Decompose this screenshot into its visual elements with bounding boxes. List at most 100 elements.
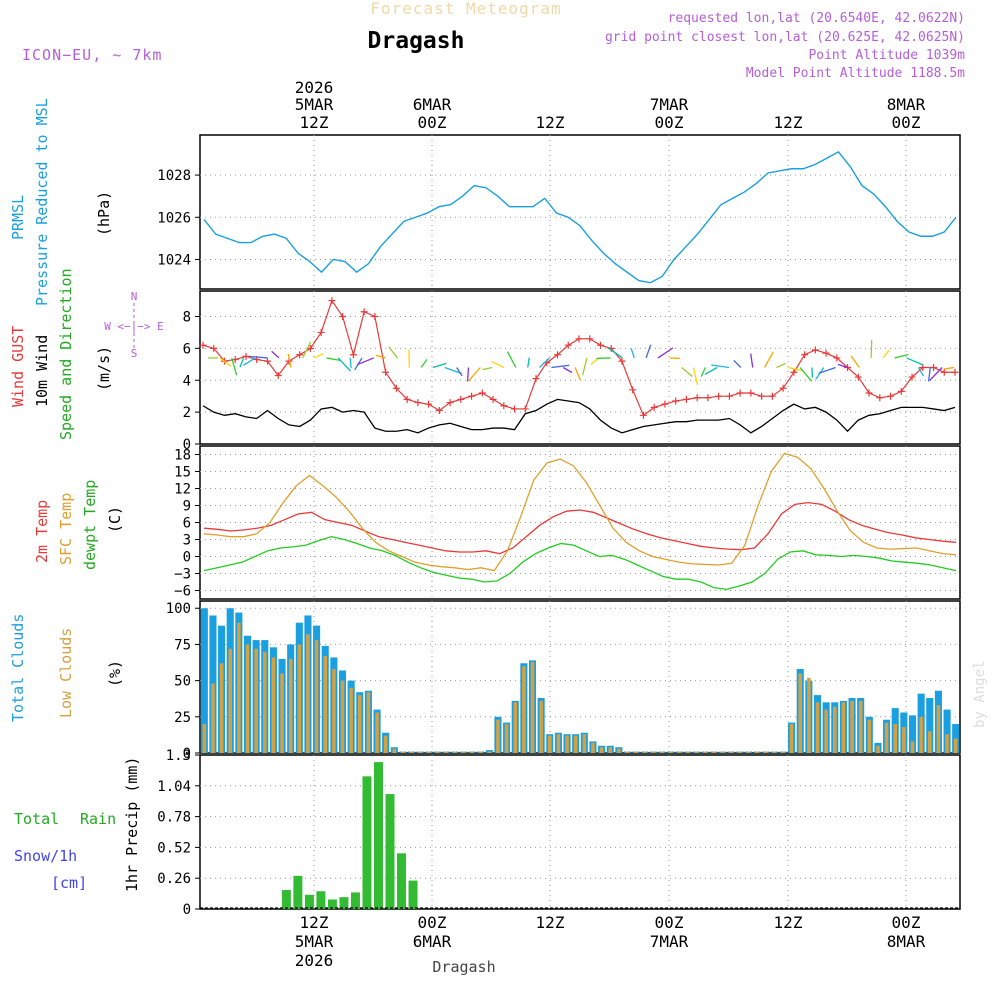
low-cloud-bar-73 bbox=[833, 706, 837, 753]
low-cloud-bar-72 bbox=[824, 709, 828, 753]
top-axis-day-1: 6MAR bbox=[413, 95, 452, 114]
top-axis-hour-2: 12Z bbox=[536, 113, 565, 132]
rain-bar-12 bbox=[339, 897, 349, 909]
gust-marker-53 bbox=[768, 392, 776, 400]
gust-marker-70 bbox=[951, 368, 959, 376]
gust-marker-20 bbox=[414, 399, 422, 407]
gust-marker-34 bbox=[564, 341, 572, 349]
low-cloud-bar-46 bbox=[599, 747, 604, 753]
rain-bar-7 bbox=[281, 890, 291, 909]
wind-ytick-label-0: 0 bbox=[183, 437, 191, 453]
precip-frame bbox=[199, 754, 961, 910]
compass-we: W <−|−> E bbox=[104, 320, 164, 333]
low-cloud-bar-16 bbox=[340, 680, 345, 753]
temp-label-a: 2m Temp bbox=[33, 500, 51, 563]
temp-ytick-label-5: 9 bbox=[183, 499, 191, 515]
precip-label-total: Total bbox=[14, 810, 59, 828]
wind-arrow-55 bbox=[850, 355, 860, 368]
wind-arrow-9 bbox=[314, 352, 324, 359]
wind-frame bbox=[199, 290, 961, 445]
low-cloud-bar-14 bbox=[323, 656, 327, 753]
low-cloud-bar-33 bbox=[487, 751, 492, 753]
gust-marker-0 bbox=[199, 341, 207, 349]
low-cloud-bar-2 bbox=[219, 663, 224, 753]
sfc-temp-series-line bbox=[203, 452, 957, 572]
low-cloud-bar-87 bbox=[953, 738, 958, 753]
low-cloud-bar-70 bbox=[807, 677, 811, 753]
gust-marker-15 bbox=[360, 308, 368, 316]
temp-ytick-label-7: 15 bbox=[174, 465, 191, 481]
low-cloud-bar-8 bbox=[271, 657, 276, 753]
low-cloud-bar-83 bbox=[919, 716, 923, 753]
pressure-label-a: PRMSL bbox=[9, 195, 27, 240]
gust-marker-14 bbox=[349, 351, 357, 359]
watermark: by Angel bbox=[972, 661, 988, 728]
precip-ytick-label-4: 1.04 bbox=[157, 779, 191, 795]
clouds-label-b: Low Clouds bbox=[57, 628, 75, 718]
temp-label-b: SFC Temp bbox=[57, 493, 75, 565]
gust-marker-50 bbox=[736, 389, 744, 397]
bottom-station: Dragash bbox=[432, 958, 495, 976]
low-cloud-bar-51 bbox=[643, 751, 647, 753]
compass-n: N bbox=[131, 290, 138, 303]
low-cloud-bar-69 bbox=[798, 673, 802, 753]
low-cloud-bar-53 bbox=[660, 751, 664, 753]
gust-marker-11 bbox=[317, 328, 325, 336]
bottom-axis-hour-4: 12Z bbox=[774, 913, 803, 932]
wind-arrow-62 bbox=[929, 367, 943, 381]
rain-bar-14 bbox=[362, 776, 372, 909]
grid-point-coords: grid point closest lon,lat (20.625E, 42.… bbox=[605, 30, 965, 45]
wind-label-b: 10m Wind bbox=[33, 335, 51, 407]
low-cloud-bar-74 bbox=[841, 702, 846, 753]
low-cloud-bar-75 bbox=[850, 700, 854, 753]
low-cloud-bar-84 bbox=[928, 731, 932, 753]
bottom-axis-hour-5: 00Z bbox=[892, 913, 921, 932]
low-cloud-bar-4 bbox=[237, 622, 241, 753]
total-cloud-bar-84 bbox=[926, 697, 934, 753]
wind-arrow-20 bbox=[444, 366, 462, 375]
temp-ytick-label-2: 0 bbox=[183, 550, 191, 566]
low-cloud-bar-66 bbox=[772, 751, 777, 753]
low-cloud-bar-30 bbox=[461, 751, 466, 753]
pressure-ytick-label-2: 1028 bbox=[157, 168, 191, 184]
clouds-frame bbox=[199, 600, 961, 754]
gust-marker-54 bbox=[779, 384, 787, 392]
station-title: Dragash bbox=[368, 28, 465, 54]
gust-marker-3 bbox=[231, 356, 239, 364]
compass-s: S bbox=[131, 347, 138, 360]
gust-marker-45 bbox=[682, 395, 690, 403]
wind-arrow-7 bbox=[287, 353, 292, 368]
gust-marker-1 bbox=[210, 344, 218, 352]
gust-marker-68 bbox=[930, 364, 938, 371]
low-cloud-bar-11 bbox=[297, 644, 302, 753]
gust-marker-17 bbox=[382, 368, 390, 376]
pressure-ytick-label-1: 1026 bbox=[157, 210, 191, 226]
wind-arrow-47 bbox=[763, 351, 774, 368]
low-cloud-bar-39 bbox=[539, 700, 543, 753]
precip-unit: 1hr Precip (mm) bbox=[123, 757, 141, 892]
wind-arrow-40 bbox=[681, 367, 693, 377]
gust-marker-33 bbox=[554, 351, 562, 359]
wind-arrow-11 bbox=[337, 357, 352, 372]
pressure-unit: (hPa) bbox=[95, 191, 113, 236]
low-cloud-bar-59 bbox=[712, 751, 716, 753]
wind-arrow-12 bbox=[349, 357, 352, 368]
gust-marker-59 bbox=[833, 354, 841, 362]
low-cloud-bar-23 bbox=[401, 751, 405, 753]
gust-marker-18 bbox=[392, 384, 400, 392]
top-axis-hour-1: 00Z bbox=[418, 113, 447, 132]
temp-ytick-label-3: 3 bbox=[183, 533, 191, 549]
low-cloud-bar-22 bbox=[392, 748, 397, 753]
precip-ytick-label-5: 1.3 bbox=[166, 748, 191, 764]
wind-arrow-51 bbox=[811, 367, 814, 378]
low-cloud-bar-79 bbox=[884, 722, 889, 753]
bottom-axis-year-0: 2026 bbox=[295, 951, 334, 970]
low-cloud-bar-41 bbox=[556, 734, 561, 753]
bottom-axis-hour-1: 00Z bbox=[418, 913, 447, 932]
gust-marker-47 bbox=[704, 394, 712, 402]
wind-arrow-21 bbox=[456, 367, 463, 377]
low-cloud-bar-49 bbox=[625, 751, 630, 753]
top-axis-hour-0: 12Z bbox=[300, 113, 329, 132]
gust-marker-60 bbox=[844, 364, 852, 371]
title-top: Forecast Meteogram bbox=[370, 0, 561, 18]
